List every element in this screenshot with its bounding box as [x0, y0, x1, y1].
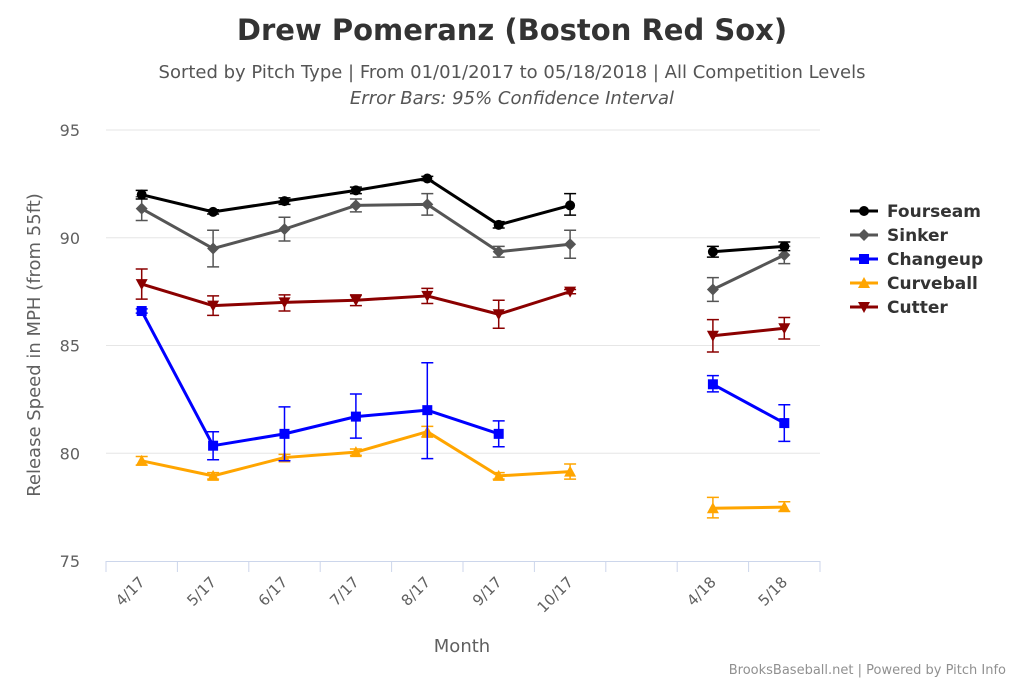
x-tick-label: 5/18 — [755, 573, 792, 610]
series-line-changeup — [140, 310, 786, 448]
data-point-curveball — [564, 465, 577, 477]
y-tick-label: 75 — [60, 552, 80, 571]
legend-marker-cutter — [858, 302, 870, 313]
legend-label-curveball: Curveball — [887, 274, 978, 294]
x-tick-label: 5/17 — [183, 573, 220, 610]
y-tick-label: 95 — [60, 121, 80, 140]
series-curveball — [135, 425, 791, 519]
data-point-cutter — [564, 286, 577, 298]
data-point-sinker — [706, 283, 719, 296]
series-fourseam — [135, 173, 791, 258]
data-point-fourseam — [707, 246, 718, 257]
series-cutter — [135, 268, 791, 353]
series-group — [135, 173, 791, 519]
data-point-changeup — [779, 418, 790, 429]
series-line-cutter — [141, 282, 785, 338]
x-axis-title: Month — [434, 636, 490, 657]
series-changeup — [135, 306, 791, 462]
x-tick-label: 4/18 — [683, 573, 720, 610]
data-point-fourseam — [208, 206, 219, 217]
legend-label-changeup: Changeup — [887, 250, 983, 270]
data-point-cutter — [421, 290, 434, 302]
series-line-sinker — [140, 202, 785, 291]
data-point-cutter — [492, 309, 505, 321]
data-point-cutter — [135, 279, 148, 291]
y-tick-label: 85 — [60, 337, 80, 356]
data-point-sinker — [778, 248, 791, 261]
data-point-fourseam — [279, 196, 290, 207]
legend-marker-sinker — [858, 229, 870, 241]
data-point-sinker — [349, 199, 362, 212]
data-point-fourseam — [136, 189, 147, 200]
data-point-changeup — [493, 428, 504, 439]
data-point-cutter — [278, 297, 291, 309]
series-line-curveball — [141, 430, 785, 510]
data-point-sinker — [492, 245, 505, 258]
data-point-changeup — [707, 379, 718, 390]
legend-label-cutter: Cutter — [887, 298, 948, 318]
data-point-changeup — [208, 440, 219, 451]
x-tick-label: 7/17 — [326, 573, 363, 610]
data-point-cutter — [706, 330, 719, 342]
x-tick-label: 9/17 — [469, 573, 506, 610]
data-point-fourseam — [565, 200, 576, 211]
legend-item-sinker[interactable]: Sinker — [850, 226, 949, 246]
x-tick-label: 4/17 — [112, 573, 149, 610]
data-point-sinker — [207, 242, 220, 255]
chart-subtitle-error-bars: Error Bars: 95% Confidence Interval — [350, 88, 674, 109]
y-axis-title: Release Speed in MPH (from 55ft) — [24, 193, 45, 497]
data-point-changeup — [136, 306, 147, 317]
legend-marker-fourseam — [859, 206, 869, 216]
data-point-cutter — [207, 300, 220, 312]
x-axis: 4/17 5/17 6/17 7/17 8/17 9/17 10/17 4/18 5/18 — [105, 561, 821, 616]
data-point-fourseam — [493, 219, 504, 230]
chart-subtitle: Sorted by Pitch Type | From 01/01/2017 t… — [159, 62, 866, 83]
series-sinker — [135, 192, 791, 303]
legend-item-changeup[interactable]: Changeup — [850, 250, 983, 270]
data-point-cutter — [778, 323, 791, 335]
y-tick-label: 90 — [60, 229, 80, 248]
data-point-changeup — [422, 405, 433, 416]
data-point-fourseam — [422, 173, 433, 184]
data-point-curveball — [207, 469, 220, 481]
data-point-curveball — [706, 502, 719, 514]
data-point-sinker — [564, 238, 577, 251]
data-point-curveball — [492, 469, 505, 481]
legend-marker-curveball — [858, 277, 870, 288]
legend-marker-changeup — [859, 254, 869, 264]
x-tick-label: 8/17 — [398, 573, 435, 610]
legend-item-curveball[interactable]: Curveball — [850, 274, 978, 294]
legend: Fourseam Sinker Changeup Curveball Cutter — [850, 202, 983, 318]
chart-title: Drew Pomeranz (Boston Red Sox) — [237, 13, 787, 47]
data-point-changeup — [350, 411, 361, 422]
x-tick-label: 6/17 — [255, 573, 292, 610]
data-point-sinker — [421, 198, 434, 211]
legend-label-fourseam: Fourseam — [887, 202, 981, 222]
y-tick-label: 80 — [60, 444, 80, 463]
data-point-fourseam — [779, 241, 790, 252]
data-point-sinker — [135, 202, 148, 215]
data-point-changeup — [279, 428, 290, 439]
data-point-fourseam — [350, 185, 361, 196]
y-axis-ticks: 95 90 85 80 75 — [60, 121, 80, 571]
data-point-cutter — [349, 295, 362, 307]
data-point-curveball — [778, 501, 791, 513]
data-point-curveball — [349, 446, 362, 458]
legend-label-sinker: Sinker — [887, 226, 949, 246]
data-point-curveball — [135, 454, 148, 466]
x-tick-label: 10/17 — [534, 573, 577, 616]
credits[interactable]: BrooksBaseball.net | Powered by Pitch In… — [729, 663, 1006, 678]
legend-item-fourseam[interactable]: Fourseam — [850, 202, 981, 222]
legend-item-cutter[interactable]: Cutter — [850, 298, 948, 318]
data-point-sinker — [278, 223, 291, 236]
